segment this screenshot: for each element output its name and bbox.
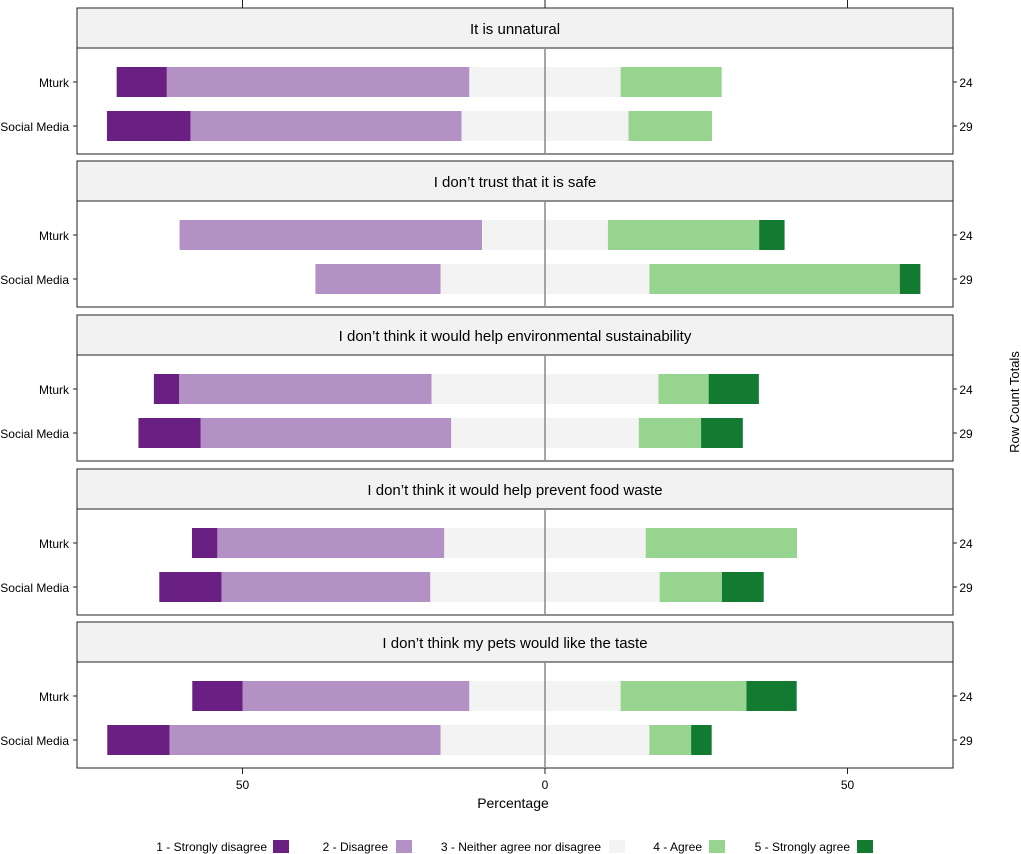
bar-segment <box>645 528 797 558</box>
bar-segment <box>138 418 201 448</box>
bar-segment <box>153 374 180 404</box>
bar-segment <box>628 111 712 141</box>
row-label: Social Media <box>0 120 69 134</box>
x-axis-label: Percentage <box>477 795 549 811</box>
bar-segment <box>159 572 222 602</box>
bar-segment <box>649 725 692 755</box>
bar-segment <box>116 67 167 97</box>
bar-segment <box>659 572 722 602</box>
panel-strip <box>76 621 954 663</box>
row-label: Mturk <box>39 537 70 551</box>
legend-label: 1 - Strongly disagree <box>156 840 267 854</box>
bar-segment <box>759 220 785 250</box>
panel-strip <box>76 468 954 510</box>
bar-segment <box>166 67 470 97</box>
row-label: Social Media <box>0 734 69 748</box>
panel: I don’t think my pets would like the tas… <box>0 621 973 769</box>
row-label: Social Media <box>0 581 69 595</box>
panel: I don’t think it would help prevent food… <box>0 468 973 616</box>
bar-segment <box>649 264 900 294</box>
row-total: 29 <box>959 120 973 134</box>
row-label: Mturk <box>39 229 70 243</box>
panel-title: I don’t trust that it is safe <box>434 174 597 191</box>
panel-title: It is unnatural <box>470 21 560 38</box>
panel-strip <box>76 7 954 49</box>
row-label: Mturk <box>39 383 70 397</box>
row-label: Social Media <box>0 273 69 287</box>
x-axis: 50 0 50 <box>236 0 855 792</box>
bar-segment <box>658 374 709 404</box>
bar-segment <box>192 681 243 711</box>
bar-segment <box>701 418 743 448</box>
panel-frame <box>76 354 954 462</box>
panel-title: I don’t think it would help prevent food… <box>367 482 662 499</box>
panel: I don’t think it would help environmenta… <box>0 314 973 462</box>
panel-frame <box>76 47 954 155</box>
legend-swatch <box>273 840 289 853</box>
row-label: Mturk <box>39 690 70 704</box>
row-label: Social Media <box>0 427 69 441</box>
legend-label: 4 - Agree <box>653 840 702 854</box>
bar-segment <box>620 67 722 97</box>
row-label: Mturk <box>39 76 70 90</box>
row-total: 24 <box>959 76 973 90</box>
bar-segment <box>179 220 483 250</box>
bar-segment <box>691 725 712 755</box>
x-tick-label: 50 <box>236 778 250 792</box>
row-total: 29 <box>959 427 973 441</box>
x-tick-label: 50 <box>841 778 855 792</box>
bar-segment <box>221 572 431 602</box>
bar-segment <box>217 528 445 558</box>
bar-segment <box>746 681 797 711</box>
bar-segment <box>620 681 747 711</box>
bar-segment <box>607 220 760 250</box>
bar-segment <box>708 374 759 404</box>
panel-frame <box>76 508 954 616</box>
bar-segment <box>638 418 702 448</box>
legend-swatch <box>609 840 625 853</box>
row-total: 24 <box>959 690 973 704</box>
legend-label: 5 - Strongly agree <box>755 840 851 854</box>
bar-segment <box>106 111 191 141</box>
panel-strip <box>76 160 954 202</box>
bar-segment <box>315 264 441 294</box>
panel-frame <box>76 200 954 308</box>
bar-segment <box>107 725 170 755</box>
panel: I don’t trust that it is safe Mturk 24 Soci… <box>0 160 973 308</box>
row-total: 24 <box>959 229 973 243</box>
panel-title: I don’t think it would help environmenta… <box>339 328 692 345</box>
panel-title: I don’t think my pets would like the tas… <box>382 635 647 652</box>
bar-segment <box>169 725 441 755</box>
panel-frame <box>76 661 954 769</box>
bar-segment <box>179 374 432 404</box>
bar-segment <box>200 418 452 448</box>
right-axis-label: Row Count Totals <box>1007 351 1021 453</box>
row-total: 24 <box>959 383 973 397</box>
row-total: 29 <box>959 581 973 595</box>
bar-segment <box>899 264 921 294</box>
legend-label: 2 - Disagree <box>323 840 389 854</box>
row-total: 29 <box>959 273 973 287</box>
row-total: 29 <box>959 734 973 748</box>
bar-segment <box>721 572 764 602</box>
legend-label: 3 - Neither agree nor disagree <box>441 840 601 854</box>
x-tick-label: 0 <box>542 778 549 792</box>
legend: 1 - Strongly disagree 2 - Disagree 3 - Nei… <box>156 840 873 854</box>
bar-segment <box>242 681 470 711</box>
panel-strip <box>76 314 954 356</box>
row-total: 24 <box>959 537 973 551</box>
panel: It is unnatural Mturk 24 Social Media 29 <box>0 7 973 155</box>
legend-swatch <box>709 840 725 853</box>
legend-swatch <box>396 840 412 853</box>
legend-swatch <box>857 840 873 853</box>
bar-segment <box>191 528 218 558</box>
bar-segment <box>190 111 462 141</box>
